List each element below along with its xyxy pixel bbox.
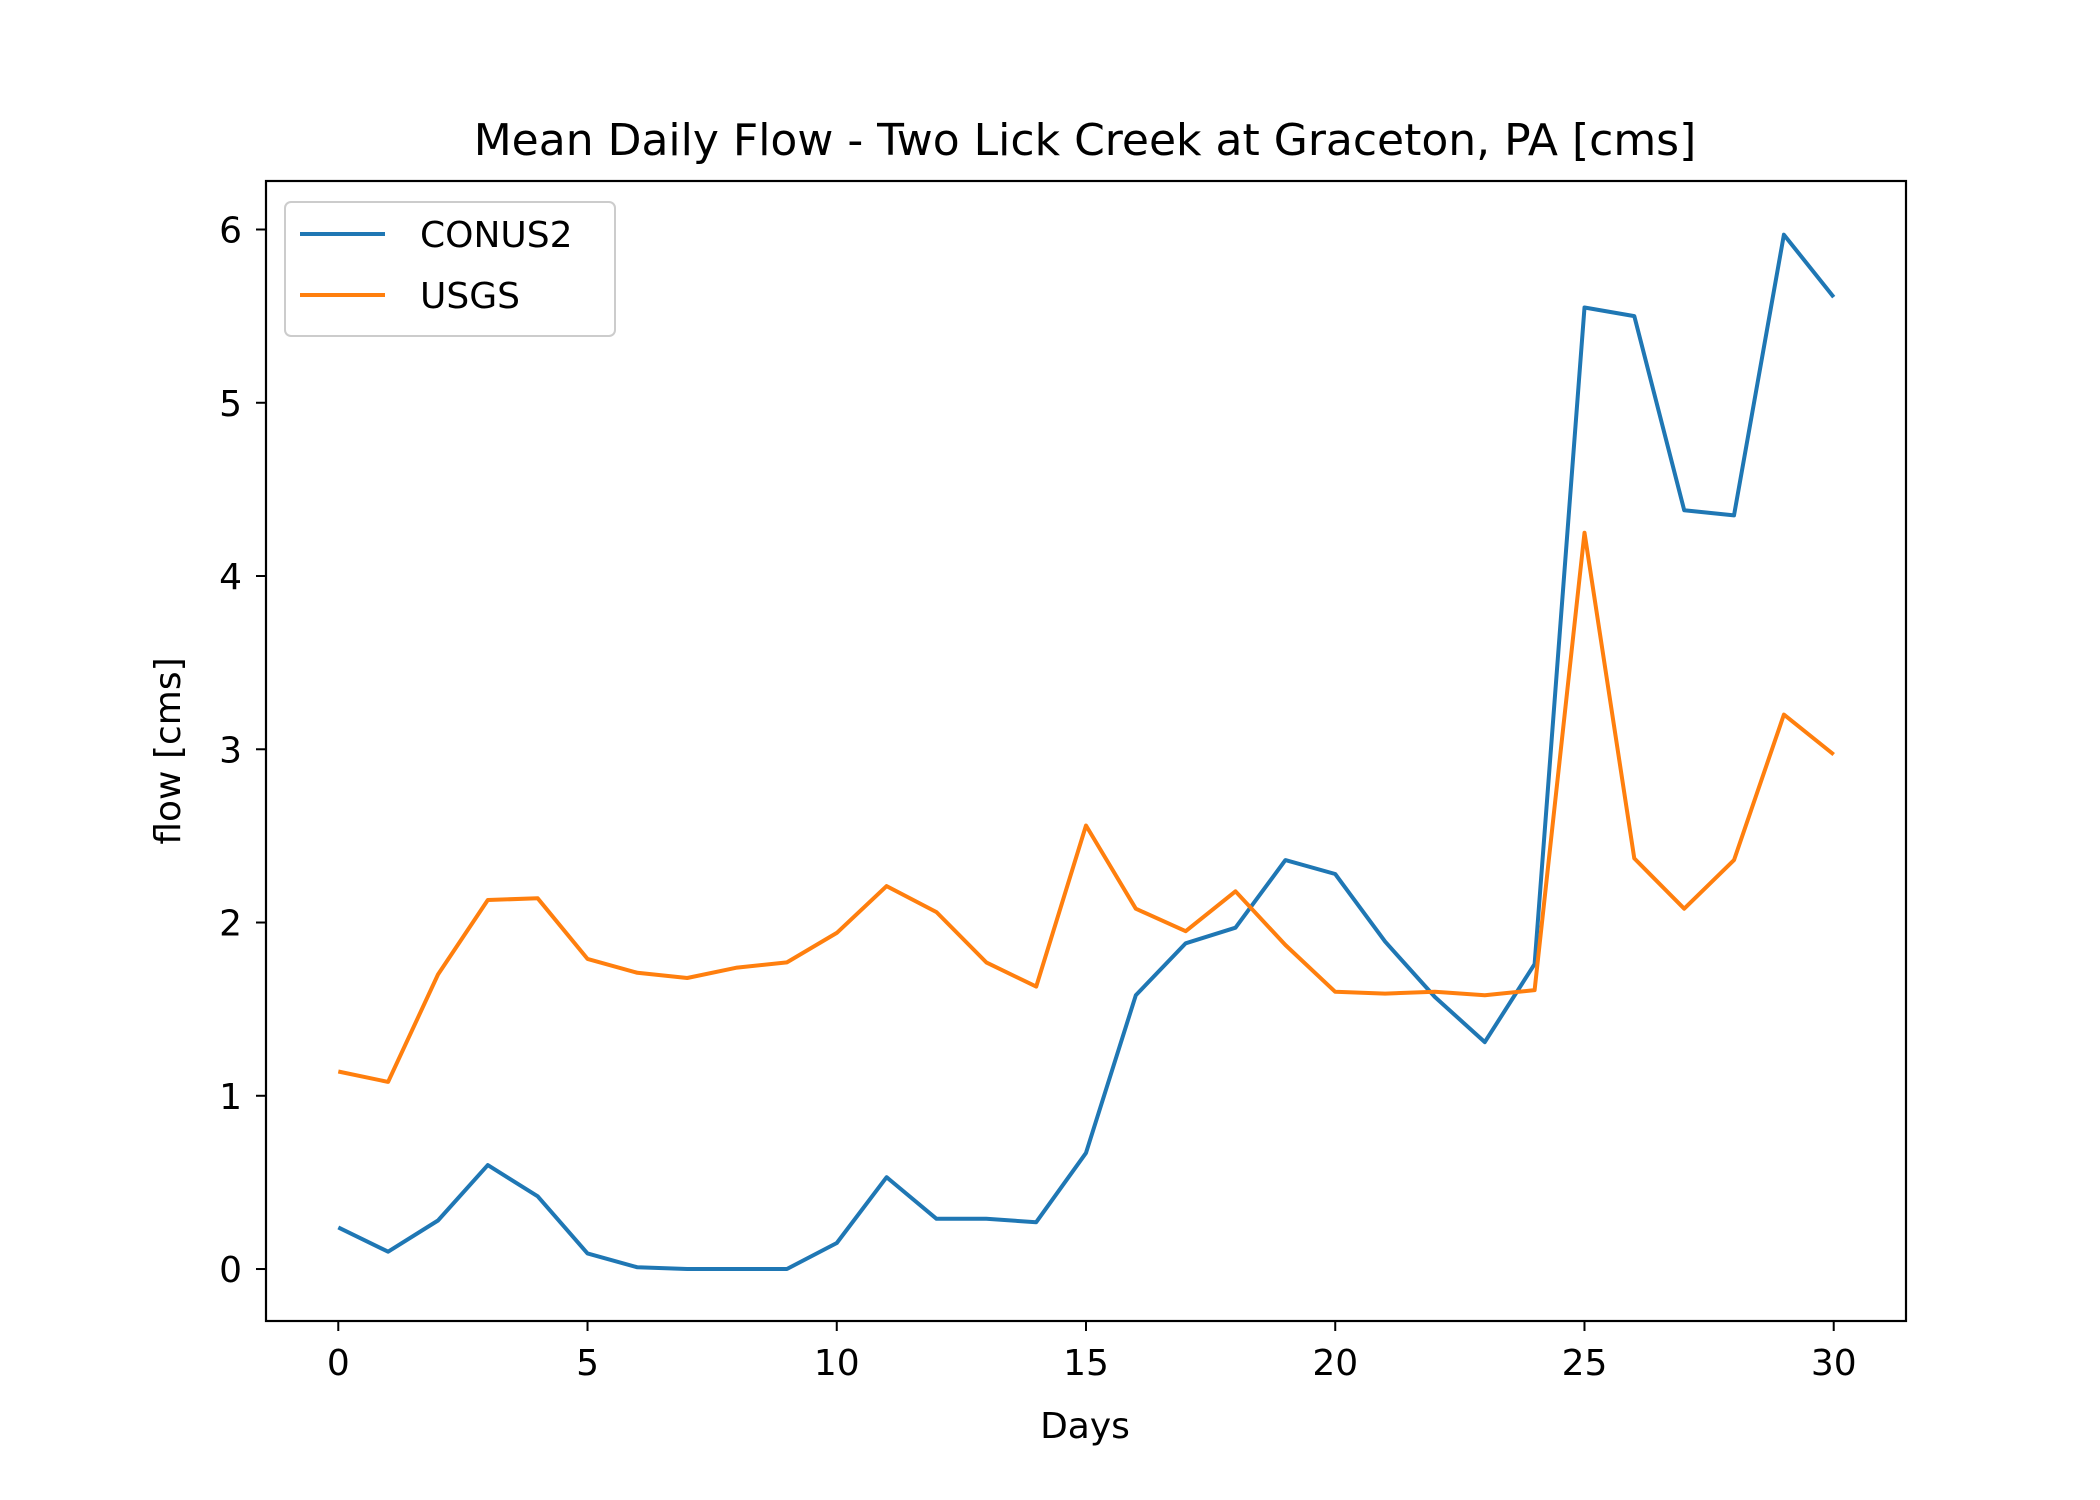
x-tick-label: 5 xyxy=(576,1343,599,1384)
x-tick-label: 0 xyxy=(327,1343,350,1384)
y-tick-label: 4 xyxy=(219,557,242,598)
x-axis: 0 5 10 15 20 25 30 xyxy=(327,1321,1857,1384)
series-line-conus2 xyxy=(337,232,1836,1271)
x-tick-label: 20 xyxy=(1312,1343,1358,1384)
y-tick-label: 6 xyxy=(219,211,242,252)
legend-label-usgs: USGS xyxy=(420,276,520,317)
series-line-usgs xyxy=(337,530,1835,1084)
series-layer xyxy=(337,232,1836,1271)
legend-label-conus2: CONUS2 xyxy=(420,215,573,256)
y-tick-label: 3 xyxy=(219,730,242,771)
y-tick-label: 0 xyxy=(219,1250,242,1291)
x-tick-label: 15 xyxy=(1063,1343,1109,1384)
x-tick-label: 10 xyxy=(814,1343,860,1384)
chart-title: Mean Daily Flow - Two Lick Creek at Grac… xyxy=(474,115,1697,166)
y-tick-label: 2 xyxy=(219,904,242,945)
y-axis: 0 1 2 3 4 5 6 xyxy=(219,211,266,1291)
y-tick-label: 1 xyxy=(219,1077,242,1118)
legend: CONUS2 USGS xyxy=(284,201,616,337)
y-axis-label: flow [cms] xyxy=(148,657,189,844)
x-axis-label: Days xyxy=(1040,1406,1130,1447)
x-tick-label: 25 xyxy=(1562,1343,1608,1384)
y-tick-label: 5 xyxy=(219,384,242,425)
x-tick-label: 30 xyxy=(1811,1343,1857,1384)
